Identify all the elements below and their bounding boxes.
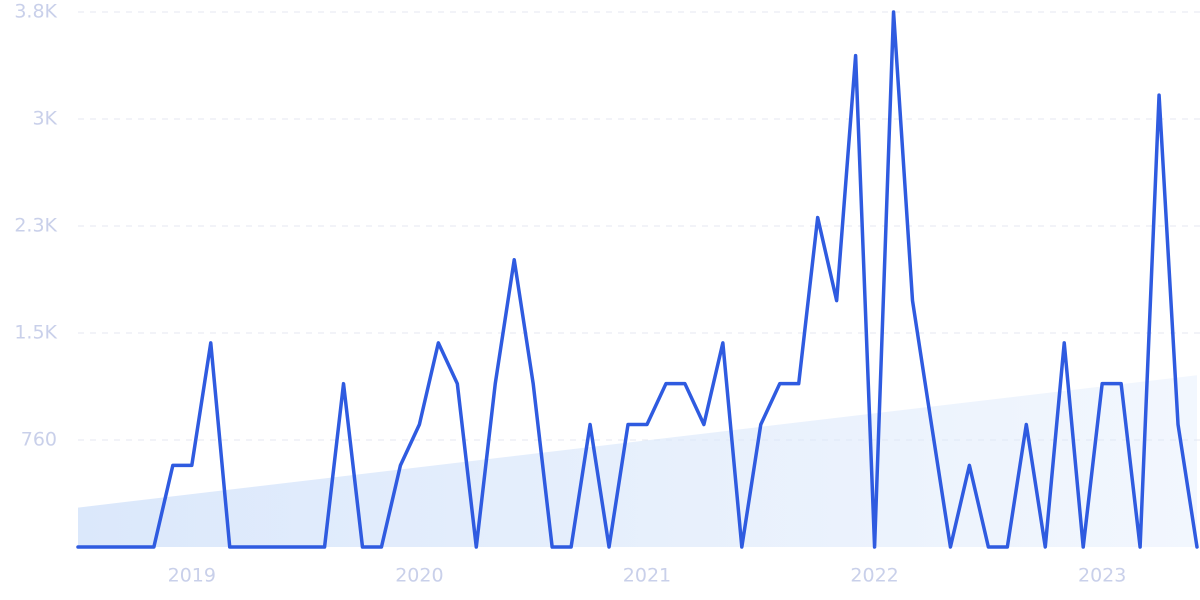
y-tick-label: 760 — [21, 429, 57, 451]
x-tick-label: 2021 — [623, 565, 671, 587]
y-tick-label: 2.3K — [14, 215, 57, 237]
y-tick-label: 3K — [32, 108, 57, 130]
x-tick-label: 2023 — [1078, 565, 1126, 587]
y-tick-label: 3.8K — [14, 1, 57, 23]
x-tick-label: 2019 — [168, 565, 216, 587]
x-tick-label: 2020 — [395, 565, 443, 587]
y-tick-label: 1.5K — [14, 322, 57, 344]
line — [76, 10, 1199, 549]
x-tick-label: 2022 — [850, 565, 898, 587]
trend-area — [78, 375, 1197, 547]
